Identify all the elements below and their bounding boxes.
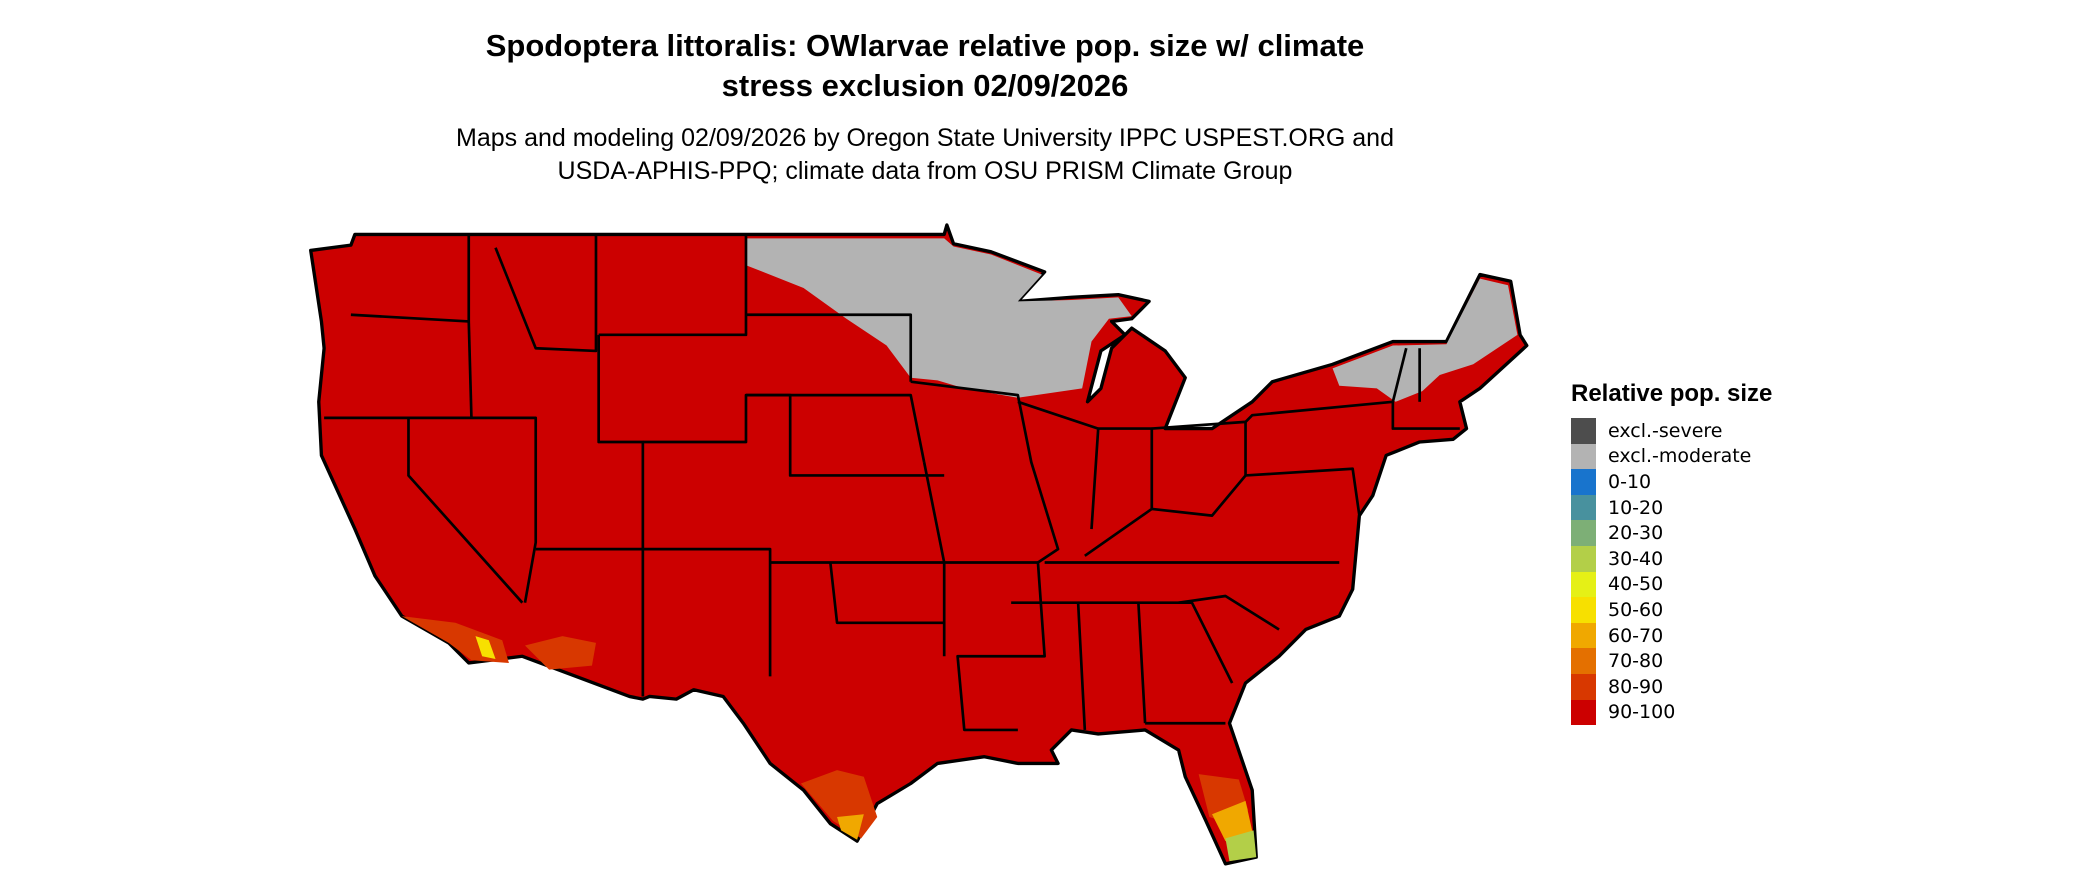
region-florida-tip-30-40 (1225, 830, 1257, 862)
legend-item: 40-50 (1571, 571, 1772, 598)
excluded-region-new-england (1332, 278, 1518, 402)
legend-swatch (1571, 622, 1596, 649)
subtitle-line-2: USDA-APHIS-PPQ; climate data from OSU PR… (557, 157, 1293, 185)
legend-swatch (1571, 494, 1596, 521)
legend-label: 50-60 (1608, 598, 1664, 621)
legend-item: 70-80 (1571, 648, 1772, 674)
state-borders (324, 234, 1460, 732)
legend-label: 10-20 (1608, 496, 1664, 519)
legend-item: 50-60 (1571, 597, 1772, 623)
legend-label: 30-40 (1608, 547, 1664, 570)
legend-item: 90-100 (1571, 699, 1772, 726)
legend-label: 40-50 (1608, 573, 1664, 596)
region-socal-50-60 (475, 636, 496, 659)
region-south-florida-60-70 (1212, 800, 1254, 842)
map-subtitle: Maps and modeling 02/09/2026 by Oregon S… (0, 122, 1850, 188)
legend-label: 0-10 (1608, 470, 1652, 493)
region-texas-tip-60-70 (837, 814, 864, 840)
legend-label: 90-100 (1608, 701, 1676, 724)
region-arizona-80-90 (525, 636, 596, 670)
map-title: Spodoptera littoralis: OWlarvae relative… (0, 26, 1850, 106)
subtitle-line-1: Maps and modeling 02/09/2026 by Oregon S… (456, 124, 1394, 152)
legend-item: 0-10 (1571, 469, 1772, 495)
legend-swatch (1571, 597, 1596, 623)
legend-label: 80-90 (1608, 675, 1664, 698)
excluded-region-north-central (745, 238, 1132, 398)
legend-item: excl.-severe (1571, 418, 1772, 444)
legend-label: excl.-moderate (1608, 445, 1752, 468)
legend-swatch (1571, 443, 1596, 470)
legend-swatch (1571, 418, 1596, 444)
legend-item: 30-40 (1571, 545, 1772, 572)
legend-item: 10-20 (1571, 494, 1772, 521)
legend-label: 70-80 (1608, 650, 1664, 673)
legend-item: 80-90 (1571, 673, 1772, 700)
legend-items: excl.-severe excl.-moderate 0-10 10-20 20-30… (1571, 418, 1772, 726)
legend-swatch (1571, 469, 1596, 495)
legend-swatch (1571, 520, 1596, 546)
title-line-1: Spodoptera littoralis: OWlarvae relative… (485, 28, 1365, 63)
legend-item: excl.-moderate (1571, 443, 1772, 470)
legend-label: 60-70 (1608, 624, 1664, 647)
legend-swatch (1571, 648, 1596, 674)
legend-swatch (1571, 673, 1596, 700)
legend: Relative pop. size excl.-severe excl.-mod… (1571, 380, 1773, 726)
legend-swatch (1571, 571, 1596, 598)
legend-label: 20-30 (1608, 522, 1664, 545)
legend-item: 20-30 (1571, 520, 1772, 546)
legend-swatch (1571, 545, 1596, 572)
title-line-2: stress exclusion 02/09/2026 (721, 68, 1129, 103)
legend-swatch (1571, 699, 1596, 726)
legend-item: 60-70 (1571, 622, 1772, 649)
legend-title: Relative pop. size (1571, 380, 1773, 407)
us-outline (309, 223, 1529, 866)
legend-label: excl.-severe (1608, 419, 1723, 442)
